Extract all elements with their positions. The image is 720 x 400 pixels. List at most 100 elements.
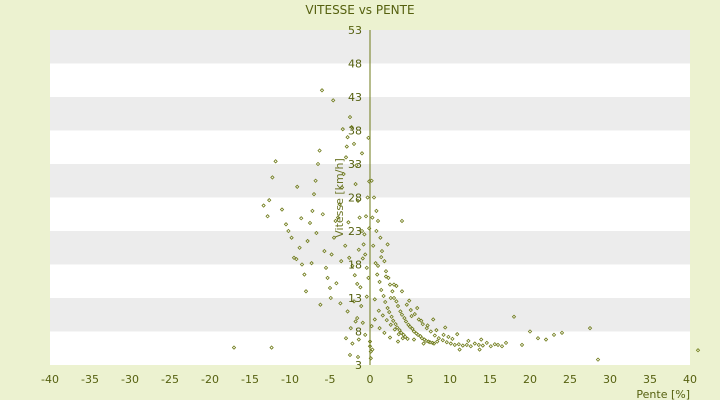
data-point <box>416 317 421 322</box>
data-point <box>394 283 399 289</box>
x-tick-label: 40 <box>683 373 697 386</box>
data-point <box>352 273 357 278</box>
data-point <box>270 175 275 180</box>
x-tick-label: -30 <box>121 373 139 386</box>
data-point <box>294 256 299 262</box>
data-point <box>472 341 477 346</box>
data-point <box>415 332 421 338</box>
data-point <box>391 318 396 323</box>
data-point <box>333 218 338 224</box>
data-point <box>402 315 407 321</box>
data-point <box>464 342 469 348</box>
data-point <box>381 293 386 299</box>
data-point <box>309 260 314 266</box>
data-point <box>367 344 373 349</box>
data-point <box>378 235 383 240</box>
data-point <box>595 357 601 362</box>
data-point <box>353 319 358 324</box>
data-point <box>446 334 451 340</box>
data-point <box>364 294 369 299</box>
data-point <box>370 347 375 352</box>
data-point <box>403 334 408 340</box>
data-point <box>419 318 424 323</box>
data-point <box>367 226 372 231</box>
data-point <box>359 228 365 234</box>
y-tick-label: 43 <box>348 91 362 104</box>
data-point <box>466 338 471 344</box>
data-point <box>345 309 350 314</box>
data-point <box>341 171 346 177</box>
data-point <box>328 295 333 301</box>
y-tick-label: 53 <box>348 24 362 37</box>
data-point <box>543 337 549 342</box>
data-point <box>405 336 410 342</box>
data-point <box>379 248 385 254</box>
data-point <box>363 332 368 338</box>
x-tick-label: -40 <box>41 373 59 386</box>
chart-title: VITESSE vs PENTE <box>305 3 414 17</box>
data-point <box>317 148 322 153</box>
data-point <box>488 344 493 349</box>
data-point <box>371 243 376 248</box>
data-point <box>273 159 278 164</box>
data-point <box>359 151 365 156</box>
data-point <box>363 252 368 257</box>
data-point <box>431 317 436 322</box>
data-point <box>368 356 373 361</box>
data-point <box>355 281 360 287</box>
y-tick-label: 3 <box>355 359 362 372</box>
data-point <box>435 339 440 344</box>
data-point <box>334 281 339 286</box>
x-tick-label: 25 <box>563 373 577 386</box>
data-point <box>302 272 307 277</box>
x-tick-label: 30 <box>603 373 617 386</box>
data-point <box>339 258 344 264</box>
data-point <box>460 343 465 348</box>
y-tick-label: 13 <box>348 292 362 305</box>
data-point <box>374 228 379 234</box>
data-point <box>369 323 374 329</box>
data-point <box>407 324 413 329</box>
y-axis-label: Vitesse [km/h] <box>333 158 346 238</box>
x-tick-label: -35 <box>81 373 99 386</box>
data-point <box>375 263 381 269</box>
data-point <box>347 114 353 120</box>
data-point <box>343 243 348 248</box>
y-tick-label: 38 <box>348 125 362 138</box>
data-point <box>452 342 457 348</box>
data-point <box>415 305 420 311</box>
data-point <box>362 232 367 237</box>
data-point <box>379 254 384 260</box>
data-point <box>387 282 393 287</box>
data-point <box>385 305 390 311</box>
data-point <box>340 126 345 132</box>
data-point <box>319 88 325 93</box>
data-point <box>390 289 395 294</box>
data-point <box>360 320 365 325</box>
data-point <box>427 340 433 345</box>
data-point <box>364 265 369 271</box>
x-tick-label: -20 <box>201 373 219 386</box>
data-point <box>359 303 364 309</box>
data-point <box>345 135 350 140</box>
data-point <box>347 255 352 260</box>
data-point <box>393 321 398 327</box>
data-point <box>408 307 413 313</box>
data-point <box>291 255 297 260</box>
data-point <box>411 337 417 342</box>
data-point <box>395 325 400 330</box>
data-point <box>357 215 362 220</box>
data-point <box>311 191 317 197</box>
data-point <box>535 336 541 341</box>
data-point <box>367 339 373 344</box>
data-point <box>404 302 409 307</box>
data-point <box>343 155 349 160</box>
data-point <box>349 124 354 130</box>
data-point <box>387 335 393 340</box>
data-point <box>318 302 323 307</box>
data-point <box>391 295 397 301</box>
data-point <box>356 247 361 252</box>
data-point <box>313 178 318 183</box>
data-point <box>315 161 321 167</box>
data-point <box>394 299 399 304</box>
